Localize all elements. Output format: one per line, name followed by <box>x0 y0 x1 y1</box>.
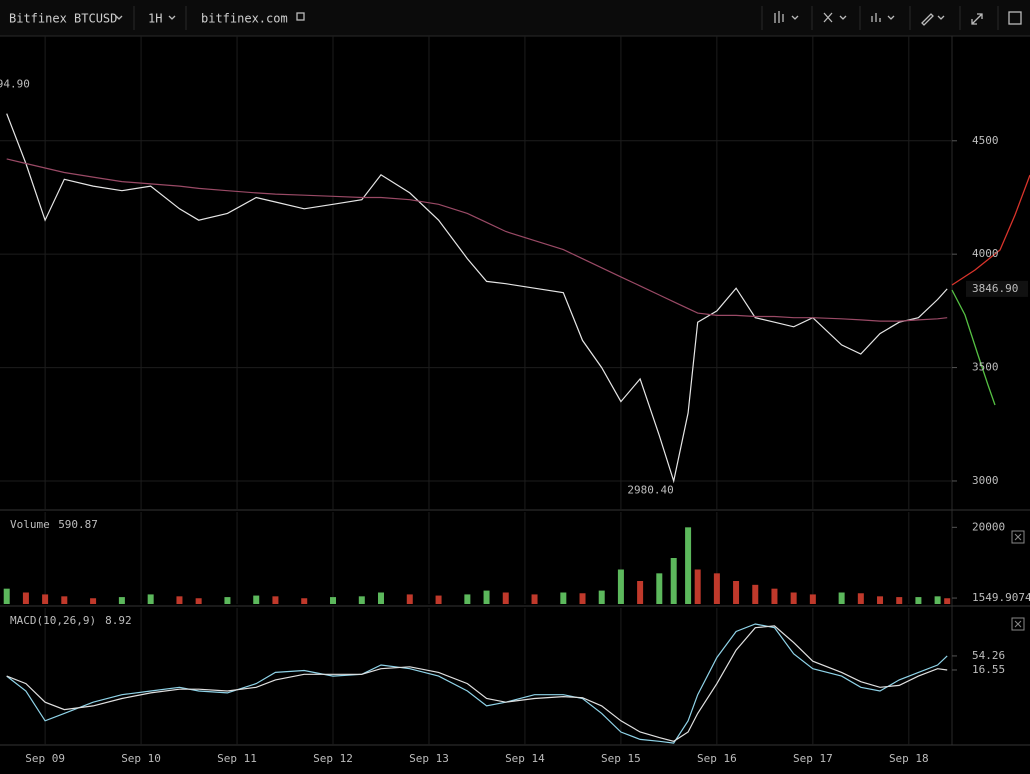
toolbar: Bitfinex BTCUSD 1H bitfinex.com <box>0 0 1030 37</box>
volume-bar <box>896 597 903 604</box>
last-price-box <box>966 280 1028 297</box>
volume-bar <box>3 588 10 604</box>
y-tick-label: 1549.9074 <box>972 591 1030 604</box>
volume-bar <box>502 592 509 604</box>
close-icon <box>1014 533 1022 541</box>
volume-bar <box>771 588 778 604</box>
volume-bar <box>809 594 816 604</box>
volume-bar <box>934 596 941 604</box>
volume-bar <box>22 592 29 604</box>
volume-bar <box>483 590 490 604</box>
tool-buttons <box>761 6 1022 30</box>
indicator-button[interactable] <box>823 12 847 23</box>
volume-bar <box>406 594 413 604</box>
volume-bar <box>464 594 471 604</box>
volume-bar <box>531 594 538 604</box>
volume-bar <box>915 597 922 604</box>
volume-bar <box>617 569 624 604</box>
series-line <box>6 625 948 742</box>
volume-bar <box>272 596 279 604</box>
volume-bar <box>560 592 567 604</box>
close-pane-button[interactable] <box>1011 617 1025 631</box>
series-line <box>6 158 948 322</box>
pane-title: Volume <box>10 518 50 531</box>
x-tick-label: Sep 11 <box>217 752 257 765</box>
volume-bar <box>656 573 663 604</box>
volume-bar <box>147 594 154 604</box>
snapshot-button[interactable] <box>1008 11 1022 25</box>
price-annotation: 2980.40 <box>627 483 673 496</box>
pane-title: MACD(10,26,9) <box>10 614 96 627</box>
y-tick-label: 16.55 <box>972 663 1005 676</box>
y-tick-label: 3500 <box>972 361 999 374</box>
price-annotation: 4694.90 <box>0 78 30 91</box>
volume-bar <box>685 527 692 604</box>
x-tick-label: Sep 12 <box>313 752 353 765</box>
fullscreen-button[interactable] <box>971 13 983 25</box>
x-tick-label: Sep 18 <box>889 752 929 765</box>
volume-bar <box>330 597 337 604</box>
volume-bar <box>944 598 951 604</box>
volume-bar <box>857 593 864 604</box>
volume-bar <box>598 590 605 604</box>
volume-bar <box>90 598 97 604</box>
volume-bar <box>637 581 644 604</box>
volume-bar <box>877 596 884 604</box>
volume-bar <box>61 596 68 604</box>
volume-bar <box>176 596 183 604</box>
x-tick-label: Sep 15 <box>601 752 641 765</box>
volume-bar <box>790 592 797 604</box>
y-tick-label: 20000 <box>972 520 1005 533</box>
x-tick-label: Sep 16 <box>697 752 737 765</box>
volume-bar <box>579 593 586 604</box>
close-pane-button[interactable] <box>1011 530 1025 544</box>
volume-bar <box>195 598 202 604</box>
candle-type-button[interactable] <box>774 11 799 23</box>
external-icon <box>296 12 305 21</box>
volume-bar <box>358 596 365 604</box>
x-tick-label: Sep 13 <box>409 752 449 765</box>
chart-style-button[interactable] <box>871 13 895 22</box>
volume-bar <box>42 594 49 604</box>
depth-asks <box>951 174 1030 286</box>
draw-button[interactable] <box>921 13 945 26</box>
x-tick-label: Sep 10 <box>121 752 161 765</box>
x-tick-label: Sep 14 <box>505 752 545 765</box>
volume-bar <box>224 597 231 604</box>
y-tick-label: 4500 <box>972 134 999 147</box>
dropdown-icon <box>115 15 123 20</box>
volume-bar <box>838 592 845 604</box>
site-link[interactable]: bitfinex.com <box>201 12 288 26</box>
x-tick-label: Sep 17 <box>793 752 833 765</box>
series-line <box>6 623 948 744</box>
volume-bar <box>752 584 759 604</box>
volume-bar <box>301 598 308 604</box>
y-tick-label: 3000 <box>972 474 999 487</box>
volume-bar <box>118 597 125 604</box>
y-tick-label: 54.26 <box>972 649 1005 662</box>
dropdown-icon <box>168 15 176 20</box>
pane-value: 590.87 <box>58 518 98 531</box>
volume-bar <box>377 592 384 604</box>
close-icon <box>1014 620 1022 628</box>
volume-bar <box>435 595 442 604</box>
volume-bar <box>694 569 701 604</box>
symbol[interactable]: Bitfinex BTCUSD <box>9 12 117 26</box>
volume-bar <box>253 595 260 604</box>
y-tick-label: 4000 <box>972 247 999 260</box>
series-line <box>6 113 948 484</box>
volume-bar <box>670 558 677 604</box>
volume-bar <box>733 581 740 604</box>
x-tick-label: Sep 09 <box>25 752 65 765</box>
depth-bids <box>951 289 996 406</box>
volume-bar <box>713 573 720 604</box>
pane-value: 8.92 <box>105 614 132 627</box>
interval[interactable]: 1H <box>148 12 162 26</box>
last-price-label: 3846.90 <box>972 282 1018 295</box>
